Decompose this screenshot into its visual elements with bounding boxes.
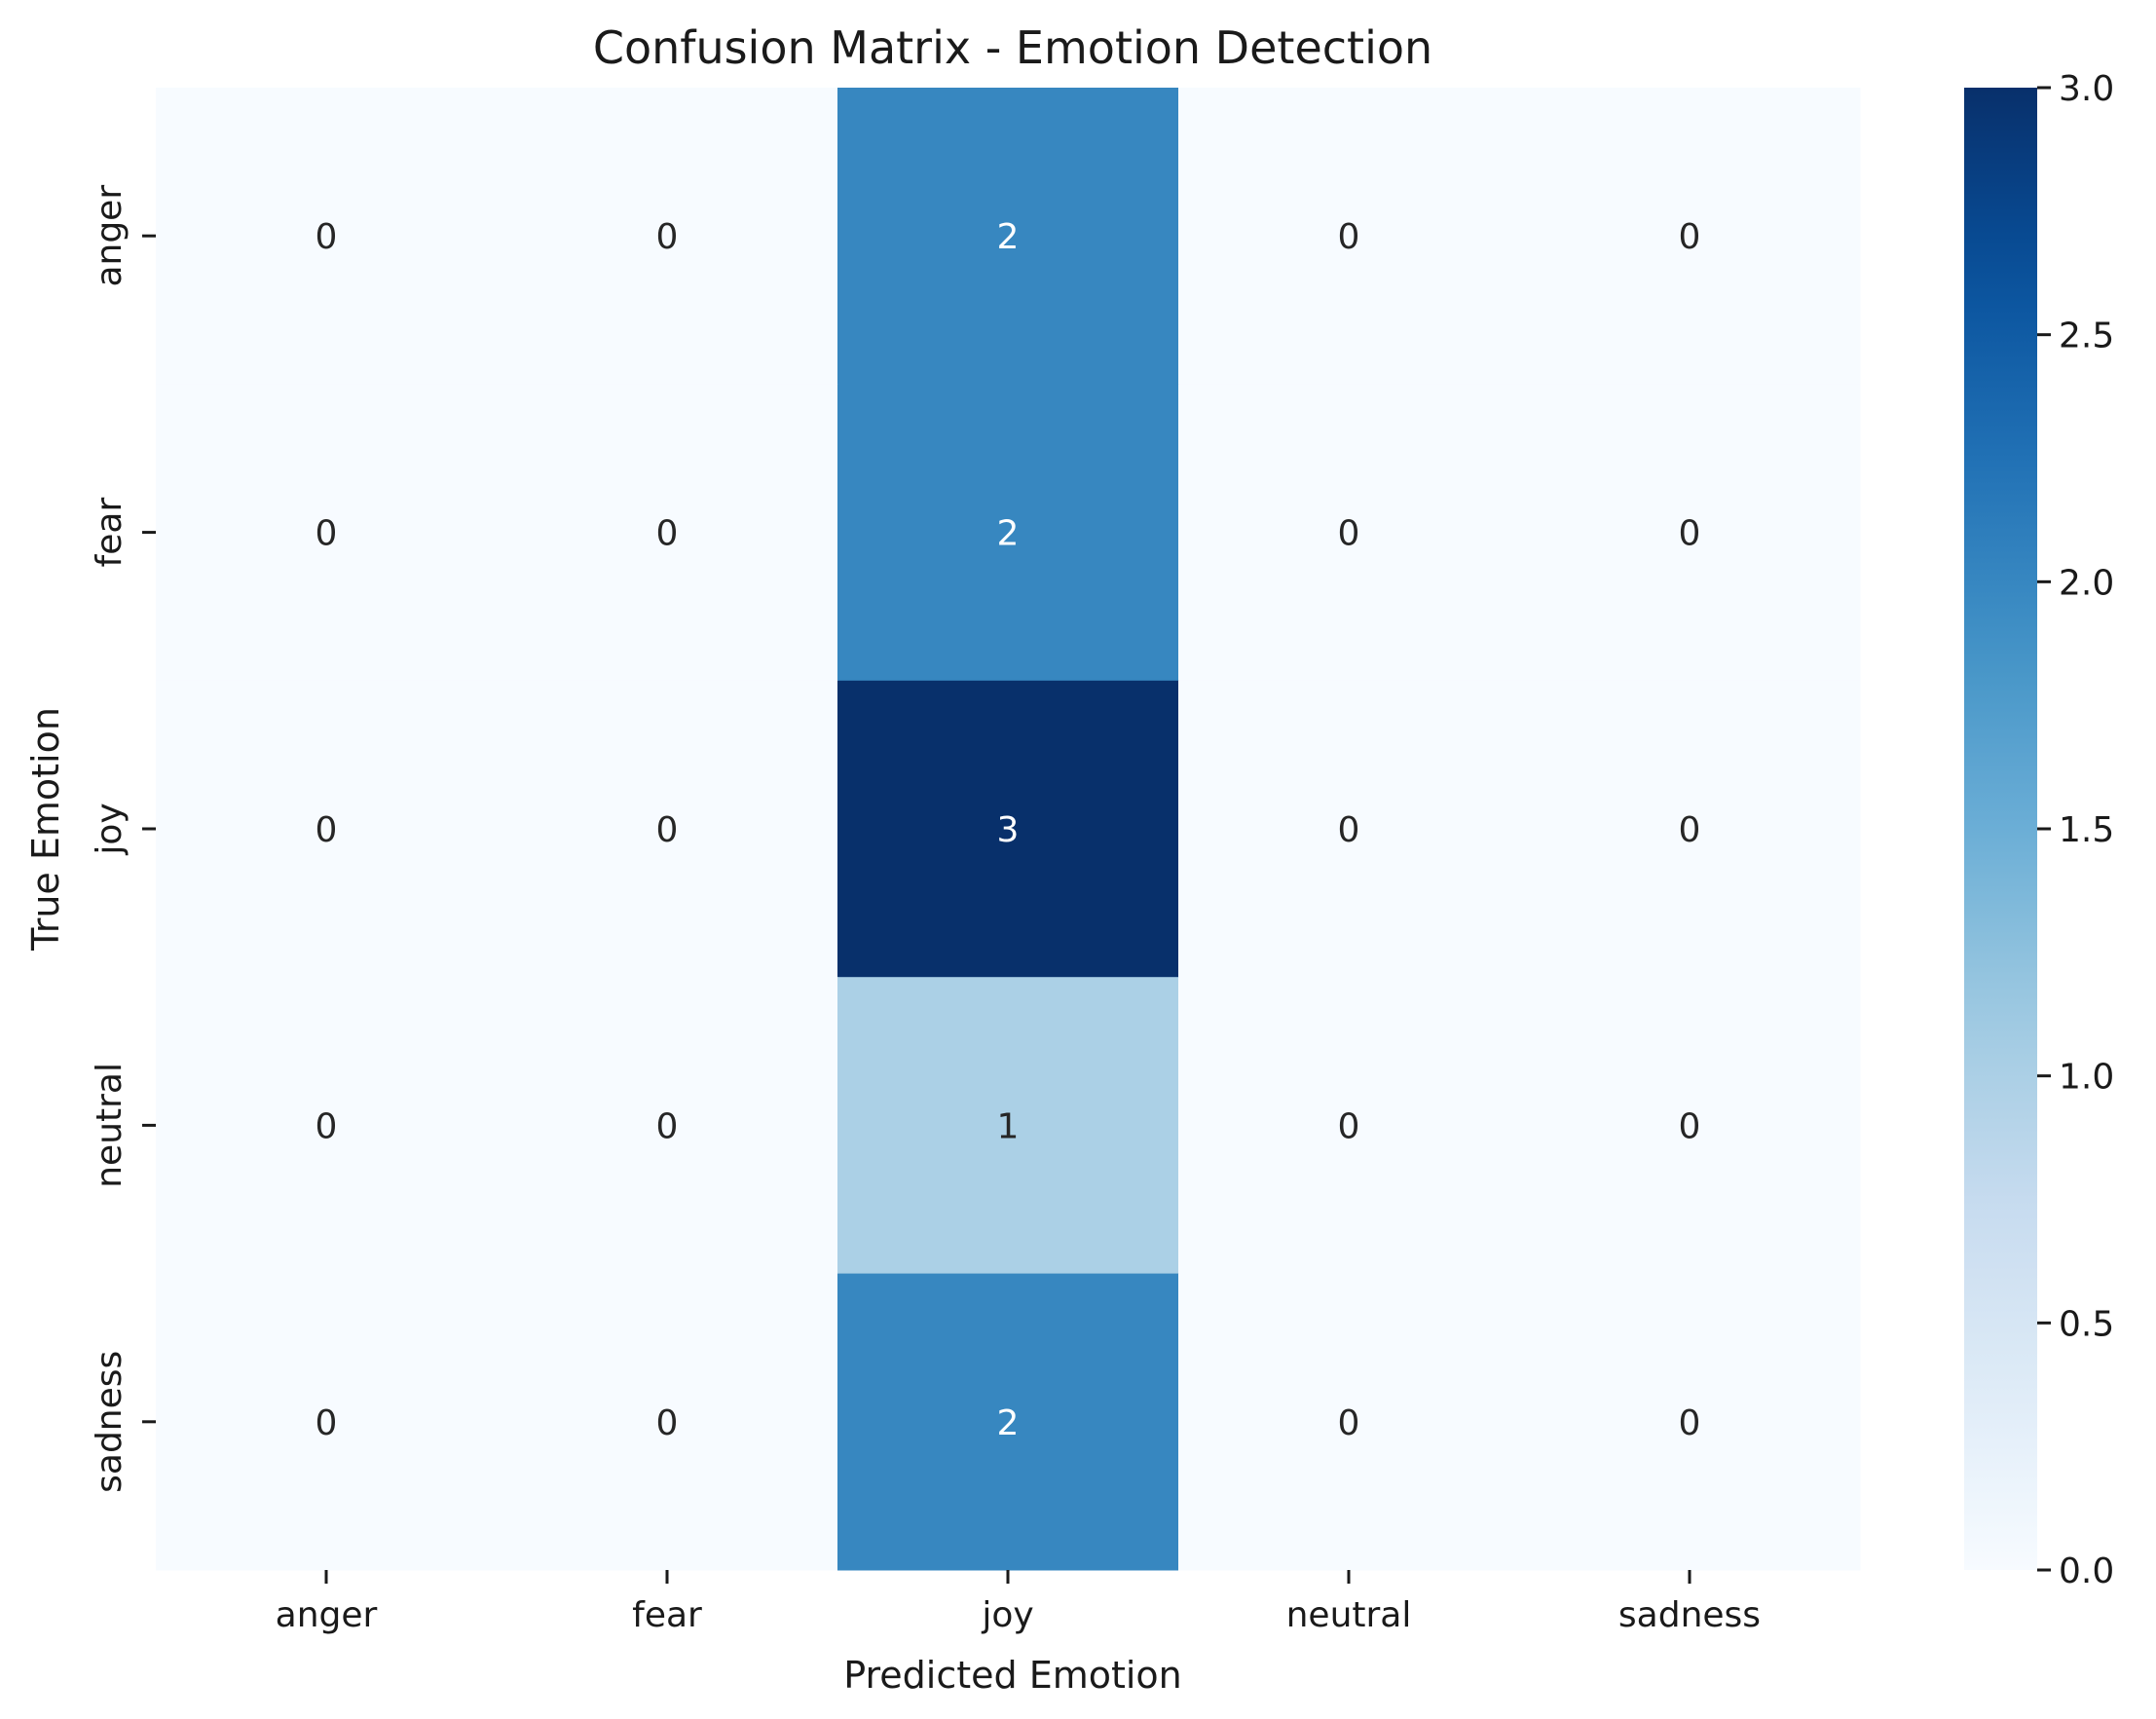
cell-value-sadness-fear: 0 bbox=[656, 1403, 679, 1443]
cell-value-sadness-neutral: 0 bbox=[1338, 1403, 1360, 1443]
cell-value-fear-anger: 0 bbox=[316, 514, 338, 554]
x-tick-label-fear: fear bbox=[632, 1595, 702, 1635]
colorbar-tick-label: 0.5 bbox=[2059, 1304, 2114, 1344]
cell-value-sadness-sadness: 0 bbox=[1679, 1403, 1701, 1443]
y-axis-ticks: anger fear joy neutral sadness bbox=[90, 185, 156, 1493]
heatmap-cell-sadness-neutral bbox=[1178, 1273, 1520, 1571]
heatmap-cell-sadness-joy bbox=[837, 1273, 1179, 1571]
cell-value-anger-neutral: 0 bbox=[1338, 217, 1360, 257]
heatmap-cell-joy-sadness bbox=[1519, 680, 1861, 978]
cell-value-neutral-joy: 1 bbox=[997, 1106, 1020, 1146]
heatmap-cell-sadness-fear bbox=[497, 1273, 838, 1571]
heatmap-cell-neutral-neutral bbox=[1178, 977, 1520, 1275]
heatmap-cell-neutral-sadness bbox=[1519, 977, 1861, 1275]
cell-value-anger-sadness: 0 bbox=[1679, 217, 1701, 257]
x-axis-label: Predicted Emotion bbox=[843, 1654, 1182, 1697]
colorbar-tick-label: 3.0 bbox=[2059, 69, 2114, 109]
heatmap-cell-fear-anger bbox=[156, 384, 498, 682]
y-axis-label: True Emotion bbox=[24, 707, 67, 952]
y-tick-label-joy: joy bbox=[90, 803, 130, 855]
cell-value-fear-fear: 0 bbox=[656, 514, 679, 554]
y-tick-label-neutral: neutral bbox=[90, 1063, 130, 1188]
cell-value-sadness-joy: 2 bbox=[997, 1403, 1020, 1443]
heatmap-cell-labels: 0 0 2 0 0 0 0 2 0 0 0 0 3 0 0 0 0 1 0 0 0 0 2 0 0 bbox=[316, 217, 1701, 1443]
y-tick-label-sadness: sadness bbox=[90, 1351, 130, 1493]
colorbar-gradient bbox=[1964, 88, 2037, 1570]
heatmap-cell-neutral-anger bbox=[156, 977, 498, 1275]
colorbar-tick-label: 2.0 bbox=[2059, 563, 2114, 603]
x-tick-label-neutral: neutral bbox=[1286, 1595, 1412, 1635]
cell-value-neutral-anger: 0 bbox=[316, 1106, 338, 1146]
heatmap-cell-joy-joy bbox=[837, 680, 1179, 978]
heatmap-cell-neutral-joy bbox=[837, 977, 1179, 1275]
cell-value-joy-neutral: 0 bbox=[1338, 810, 1360, 850]
x-tick-label-sadness: sadness bbox=[1618, 1595, 1761, 1635]
heatmap-cell-anger-anger bbox=[156, 88, 498, 385]
y-tick-label-fear: fear bbox=[90, 498, 130, 568]
heatmap-cell-neutral-fear bbox=[497, 977, 838, 1275]
y-tick-label-anger: anger bbox=[90, 185, 130, 287]
heatmap-cell-fear-neutral bbox=[1178, 384, 1520, 682]
cell-value-anger-anger: 0 bbox=[316, 217, 338, 257]
cell-value-anger-joy: 2 bbox=[997, 217, 1020, 257]
heatmap-cell-anger-fear bbox=[497, 88, 838, 385]
cell-value-neutral-fear: 0 bbox=[656, 1106, 679, 1146]
x-axis-ticks: anger fear joy neutral sadness bbox=[276, 1570, 1761, 1635]
chart-title: Confusion Matrix - Emotion Detection bbox=[593, 21, 1432, 74]
cell-value-fear-sadness: 0 bbox=[1679, 514, 1701, 554]
cell-value-joy-joy: 3 bbox=[997, 810, 1020, 850]
colorbar-ticks: 0.0 0.5 1.0 1.5 2.0 2.5 3.0 bbox=[2037, 69, 2114, 1591]
heatmap-cell-fear-joy bbox=[837, 384, 1179, 682]
colorbar: 0.0 0.5 1.0 1.5 2.0 2.5 3.0 bbox=[1964, 69, 2114, 1591]
heatmap-cell-joy-neutral bbox=[1178, 680, 1520, 978]
cell-value-sadness-anger: 0 bbox=[316, 1403, 338, 1443]
cell-value-fear-joy: 2 bbox=[997, 514, 1020, 554]
heatmap-cell-joy-fear bbox=[497, 680, 838, 978]
heatmap-cells bbox=[156, 88, 1861, 1571]
cell-value-fear-neutral: 0 bbox=[1338, 514, 1360, 554]
cell-value-neutral-neutral: 0 bbox=[1338, 1106, 1360, 1146]
colorbar-tick-label: 2.5 bbox=[2059, 317, 2114, 356]
heatmap-cell-sadness-anger bbox=[156, 1273, 498, 1571]
cell-value-neutral-sadness: 0 bbox=[1679, 1106, 1701, 1146]
heatmap-cell-sadness-sadness bbox=[1519, 1273, 1861, 1571]
x-tick-label-joy: joy bbox=[981, 1595, 1033, 1635]
heatmap-cell-anger-joy bbox=[837, 88, 1179, 385]
heatmap-cell-fear-fear bbox=[497, 384, 838, 682]
heatmap-cell-anger-neutral bbox=[1178, 88, 1520, 385]
heatmap-cell-fear-sadness bbox=[1519, 384, 1861, 682]
cell-value-anger-fear: 0 bbox=[656, 217, 679, 257]
colorbar-tick-label: 0.0 bbox=[2059, 1551, 2114, 1591]
x-tick-label-anger: anger bbox=[276, 1595, 378, 1635]
cell-value-joy-sadness: 0 bbox=[1679, 810, 1701, 850]
cell-value-joy-anger: 0 bbox=[316, 810, 338, 850]
colorbar-tick-label: 1.0 bbox=[2059, 1058, 2114, 1098]
heatmap-cell-anger-sadness bbox=[1519, 88, 1861, 385]
colorbar-tick-label: 1.5 bbox=[2059, 810, 2114, 850]
heatmap-cell-joy-anger bbox=[156, 680, 498, 978]
cell-value-joy-fear: 0 bbox=[656, 810, 679, 850]
